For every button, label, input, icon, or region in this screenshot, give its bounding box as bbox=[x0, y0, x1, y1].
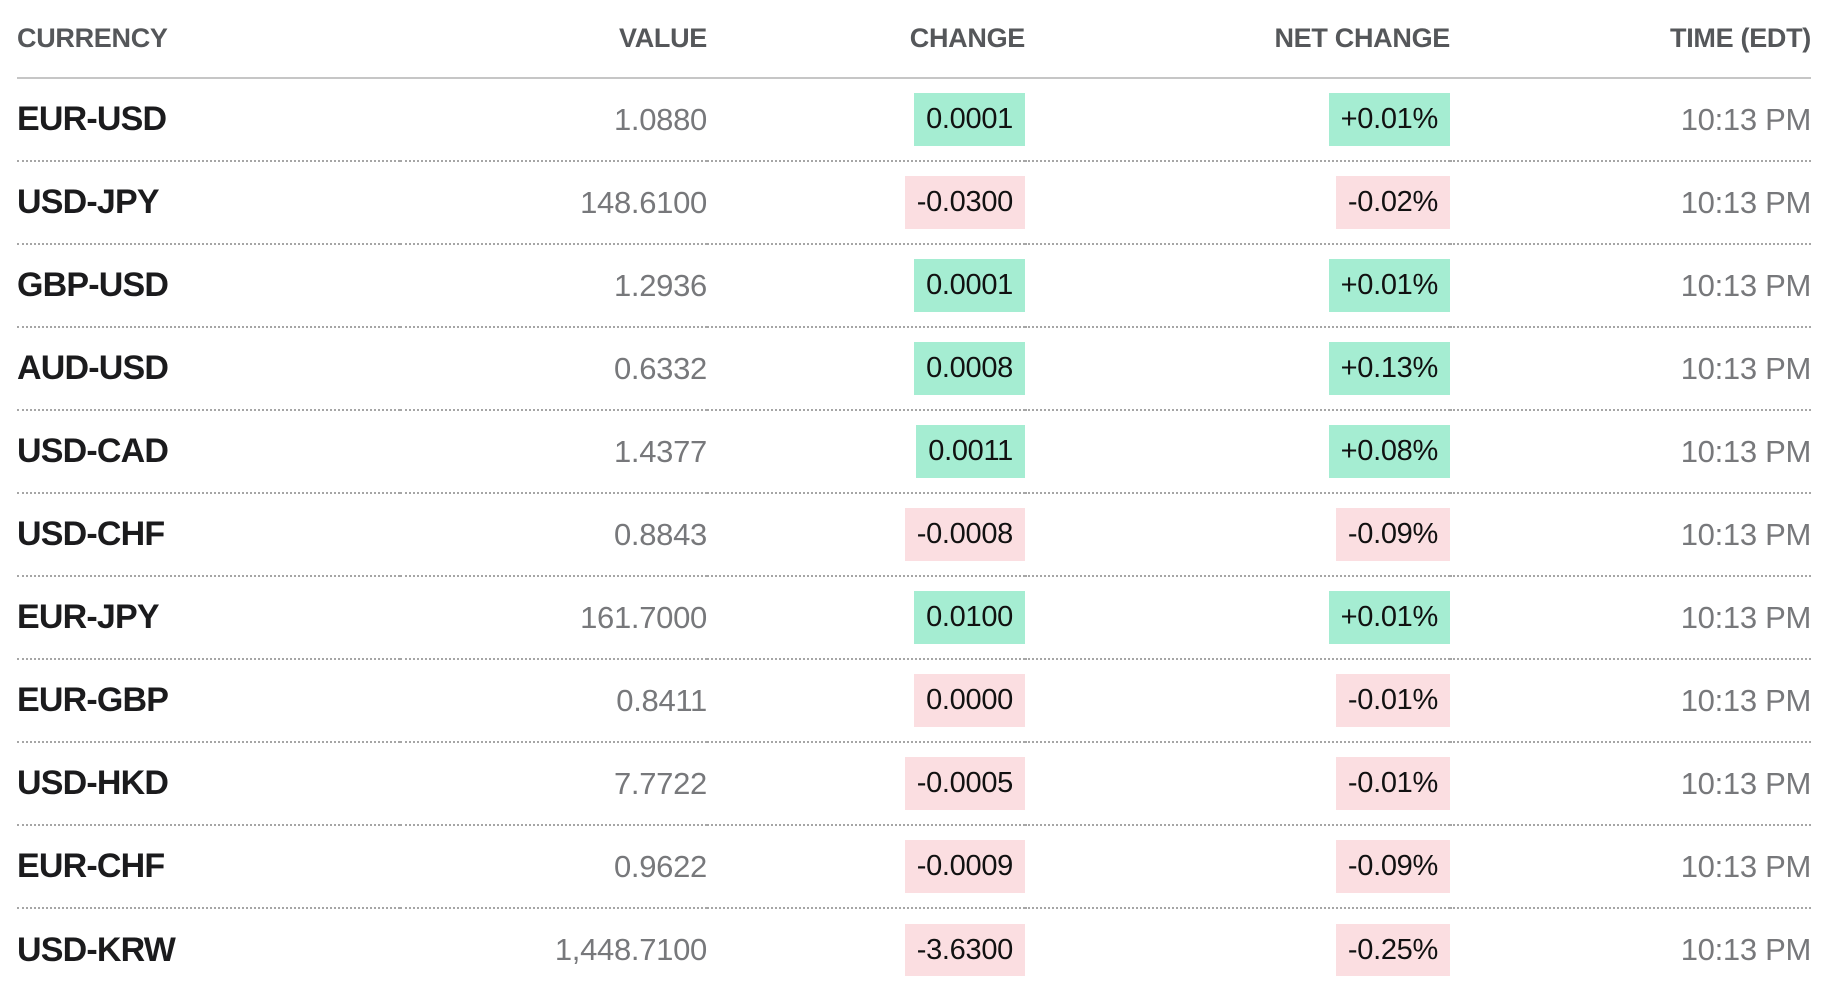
change-chip: 0.0008 bbox=[914, 342, 1025, 395]
table-row: USD-CHF 0.8843 -0.0008 -0.09% 10:13 PM bbox=[17, 492, 1812, 576]
currency-pair-link[interactable]: USD-HKD bbox=[17, 764, 169, 802]
table-row: USD-HKD 7.7722 -0.0005 -0.01% 10:13 PM bbox=[17, 741, 1812, 825]
value-cell: 1,448.7100 bbox=[554, 932, 707, 967]
value-cell: 161.7000 bbox=[580, 599, 707, 635]
value-cell: 1.2936 bbox=[613, 267, 707, 303]
change-chip: 0.0011 bbox=[916, 425, 1025, 478]
value-cell: 1.0880 bbox=[613, 101, 707, 137]
net-change-chip: -0.01% bbox=[1335, 674, 1450, 727]
currency-pair-link[interactable]: EUR-JPY bbox=[17, 598, 160, 636]
time-cell: 10:13 PM bbox=[1680, 682, 1812, 718]
change-chip: 0.0100 bbox=[914, 591, 1025, 644]
net-change-chip: +0.08% bbox=[1328, 425, 1450, 478]
time-cell: 10:13 PM bbox=[1680, 101, 1812, 137]
currency-table: CURRENCY VALUE CHANGE NET CHANGE TIME (E… bbox=[17, 0, 1811, 991]
value-cell: 148.6100 bbox=[580, 184, 707, 220]
table-header-row: CURRENCY VALUE CHANGE NET CHANGE TIME (E… bbox=[17, 0, 1811, 79]
table-row: AUD-USD 0.6332 0.0008 +0.13% 10:13 PM bbox=[17, 326, 1812, 410]
net-change-chip: +0.13% bbox=[1328, 342, 1450, 395]
table-row: USD-KRW 1,448.7100 -3.6300 -0.25% 10:13 … bbox=[17, 907, 1812, 991]
time-cell: 10:13 PM bbox=[1680, 433, 1812, 469]
table-row: EUR-USD 1.0880 0.0001 +0.01% 10:13 PM bbox=[17, 78, 1811, 161]
time-cell: 10:13 PM bbox=[1680, 184, 1812, 220]
net-change-chip: +0.01% bbox=[1328, 93, 1450, 146]
value-cell: 0.8843 bbox=[613, 516, 707, 552]
change-chip: -0.0300 bbox=[904, 176, 1025, 229]
currency-pair-link[interactable]: USD-CHF bbox=[17, 515, 165, 553]
value-cell: 1.4377 bbox=[613, 433, 707, 469]
currency-pair-link[interactable]: AUD-USD bbox=[17, 349, 169, 387]
currency-pair-link[interactable]: USD-KRW bbox=[17, 930, 176, 969]
net-change-chip: -0.25% bbox=[1335, 923, 1450, 977]
column-header-currency: CURRENCY bbox=[17, 0, 400, 79]
net-change-chip: -0.01% bbox=[1335, 757, 1450, 810]
change-chip: 0.0001 bbox=[914, 93, 1025, 146]
table-row: USD-JPY 148.6100 -0.0300 -0.02% 10:13 PM bbox=[17, 160, 1812, 244]
time-cell: 10:13 PM bbox=[1680, 599, 1812, 635]
change-chip: -0.0008 bbox=[904, 508, 1025, 561]
net-change-chip: -0.09% bbox=[1335, 840, 1450, 893]
table-row: EUR-JPY 161.7000 0.0100 +0.01% 10:13 PM bbox=[17, 575, 1812, 659]
table-row: GBP-USD 1.2936 0.0001 +0.01% 10:13 PM bbox=[17, 243, 1812, 327]
time-cell: 10:13 PM bbox=[1680, 848, 1812, 884]
value-cell: 7.7722 bbox=[613, 765, 707, 801]
column-header-net-change: NET CHANGE bbox=[1025, 0, 1450, 79]
value-cell: 0.9622 bbox=[613, 848, 707, 884]
value-cell: 0.8411 bbox=[616, 682, 707, 718]
table-row: EUR-GBP 0.8411 0.0000 -0.01% 10:13 PM bbox=[17, 658, 1812, 742]
net-change-chip: -0.02% bbox=[1335, 176, 1450, 229]
change-chip: -0.0009 bbox=[904, 840, 1025, 893]
currency-pair-link[interactable]: EUR-GBP bbox=[17, 681, 169, 719]
currency-pair-link[interactable]: EUR-CHF bbox=[17, 847, 165, 885]
currency-pair-link[interactable]: GBP-USD bbox=[17, 266, 169, 304]
column-header-time: TIME (EDT) bbox=[1450, 0, 1811, 79]
change-chip: -3.6300 bbox=[904, 923, 1025, 977]
change-chip: -0.0005 bbox=[904, 757, 1025, 810]
currency-table-body: EUR-USD 1.0880 0.0001 +0.01% 10:13 PM US… bbox=[17, 78, 1811, 991]
net-change-chip: +0.01% bbox=[1328, 591, 1450, 644]
value-cell: 0.6332 bbox=[613, 350, 707, 386]
currency-pair-link[interactable]: USD-JPY bbox=[17, 183, 160, 221]
currency-pair-link[interactable]: USD-CAD bbox=[17, 432, 169, 470]
time-cell: 10:13 PM bbox=[1680, 516, 1812, 552]
net-change-chip: -0.09% bbox=[1335, 508, 1450, 561]
time-cell: 10:13 PM bbox=[1680, 932, 1812, 967]
table-row: USD-CAD 1.4377 0.0011 +0.08% 10:13 PM bbox=[17, 409, 1812, 493]
time-cell: 10:13 PM bbox=[1680, 765, 1812, 801]
currency-pair-link[interactable]: EUR-USD bbox=[17, 100, 167, 138]
change-chip: 0.0001 bbox=[914, 259, 1025, 312]
net-change-chip: +0.01% bbox=[1328, 259, 1450, 312]
column-header-change: CHANGE bbox=[707, 0, 1025, 79]
table-row: EUR-CHF 0.9622 -0.0009 -0.09% 10:13 PM bbox=[17, 824, 1812, 908]
time-cell: 10:13 PM bbox=[1680, 267, 1812, 303]
time-cell: 10:13 PM bbox=[1680, 350, 1812, 386]
column-header-value: VALUE bbox=[400, 0, 707, 79]
change-chip: 0.0000 bbox=[914, 674, 1025, 727]
